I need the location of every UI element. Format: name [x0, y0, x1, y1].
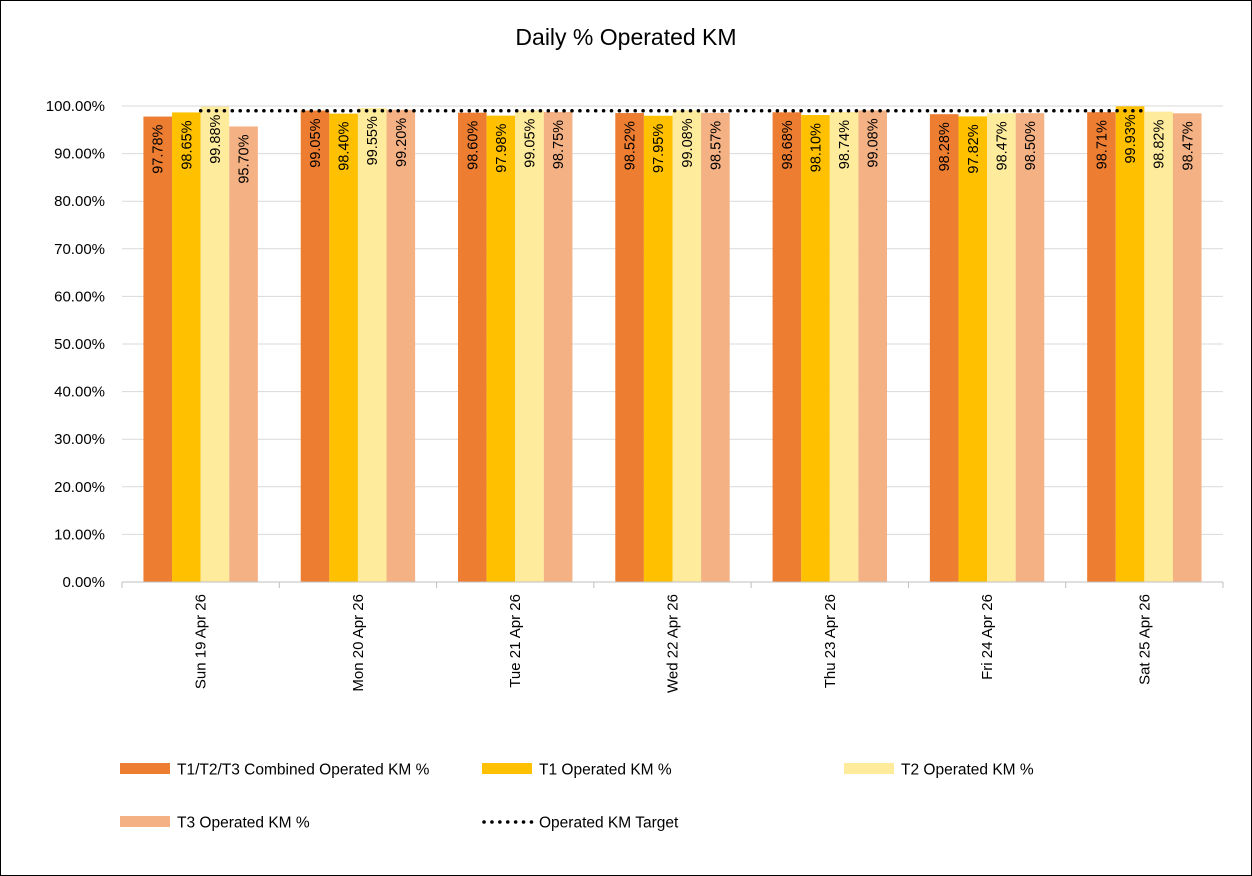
data-label: 98.50% [1023, 121, 1039, 170]
data-label: 97.78% [151, 124, 167, 173]
bar [200, 106, 230, 582]
legend-label: T1 Operated KM % [539, 762, 672, 779]
bar [486, 115, 516, 582]
x-axis: Sun 19 Apr 26 Mon 20 Apr 26 Tue 21 Apr 26 W… [121, 581, 1224, 693]
data-label: 97.95% [651, 124, 667, 173]
data-label: 95.70% [237, 134, 253, 183]
y-tick-label: 70.00% [54, 241, 105, 258]
legend-label: T3 Operated KM % [177, 815, 310, 832]
bar [515, 110, 544, 582]
data-label: 99.08% [680, 118, 696, 167]
bar [143, 116, 173, 582]
legend-item: T3 Operated KM % [120, 815, 310, 832]
bar [987, 113, 1016, 582]
legend-swatch [844, 763, 894, 774]
y-tick-label: 90.00% [54, 146, 105, 163]
y-tick-label: 0.00% [62, 574, 105, 591]
data-label: 97.82% [966, 124, 982, 173]
bar [829, 111, 859, 583]
y-tick-label: 50.00% [54, 336, 105, 353]
legend-item: Operated KM Target [482, 815, 679, 832]
bar [386, 109, 416, 583]
bar [543, 111, 573, 582]
legend-swatch [120, 816, 170, 827]
chart-title: Daily % Operated KM [515, 24, 736, 50]
data-label: 98.10% [808, 123, 824, 172]
legend-swatch [482, 763, 532, 774]
y-tick-label: 80.00% [54, 193, 105, 210]
data-label: 98.47% [1180, 121, 1196, 170]
legend-item: T1 Operated KM % [482, 762, 672, 779]
bar [958, 116, 988, 582]
data-label: 98.74% [837, 120, 853, 169]
bar [357, 108, 387, 582]
bar [1015, 113, 1045, 582]
data-label: 98.52% [623, 121, 639, 170]
y-axis: 0.00% 10.00% 20.00% 30.00% 40.00% 50.00% 60.00… [46, 98, 105, 591]
y-tick-label: 20.00% [54, 479, 105, 496]
legend-label: T1/T2/T3 Combined Operated KM % [177, 762, 430, 779]
bar [172, 112, 201, 583]
bars [143, 106, 1202, 583]
data-label: 98.65% [179, 120, 195, 169]
bar [1087, 112, 1116, 582]
legend: T1/T2/T3 Combined Operated KM % T1 Operat… [120, 762, 1034, 832]
y-tick-label: 60.00% [54, 288, 105, 305]
data-label: 99.55% [365, 116, 381, 165]
bar [701, 112, 730, 583]
data-label: 98.57% [708, 121, 724, 170]
data-label: 99.20% [394, 118, 410, 167]
bar [858, 110, 887, 582]
legend-swatch [120, 763, 170, 774]
x-tick-label: Sat 25 Apr 26 [1136, 594, 1153, 685]
data-label: 98.71% [1094, 120, 1110, 169]
data-label: 99.08% [866, 118, 882, 167]
data-label: 99.05% [308, 118, 324, 167]
data-label: 98.28% [937, 122, 953, 171]
data-label: 99.93% [1123, 114, 1139, 163]
x-tick-label: Thu 23 Apr 26 [822, 594, 839, 688]
bar [643, 115, 673, 583]
data-label: 99.88% [208, 114, 224, 163]
x-tick-label: Fri 24 Apr 26 [979, 594, 996, 680]
data-label: 97.98% [494, 124, 510, 173]
data-label: 98.82% [1152, 120, 1168, 169]
y-tick-label: 100.00% [46, 98, 105, 115]
bar [1144, 111, 1173, 583]
legend-label: Operated KM Target [539, 815, 679, 832]
bar [615, 113, 644, 582]
data-labels: 97.78% 99.05% 98.60% 98.52% 98.68% 98.28% 98.7… [151, 114, 1197, 183]
y-tick-label: 30.00% [54, 431, 105, 448]
y-tick-label: 10.00% [54, 526, 105, 543]
bar [329, 113, 358, 582]
bar [801, 115, 830, 582]
data-label: 98.75% [551, 120, 567, 169]
legend-item: T2 Operated KM % [844, 762, 1034, 779]
x-tick-label: Wed 22 Apr 26 [665, 594, 682, 693]
bar [929, 114, 959, 583]
bar [672, 110, 702, 582]
legend-label: T2 Operated KM % [901, 762, 1034, 779]
data-label: 98.60% [465, 121, 481, 170]
bar [1115, 106, 1145, 583]
y-tick-label: 40.00% [54, 384, 105, 401]
x-tick-label: Sun 19 Apr 26 [193, 594, 210, 689]
data-label: 99.05% [523, 118, 539, 167]
x-tick-label: Mon 20 Apr 26 [350, 594, 367, 692]
data-label: 98.47% [994, 121, 1010, 170]
legend-item: T1/T2/T3 Combined Operated KM % [120, 762, 430, 779]
data-label: 98.68% [780, 120, 796, 169]
bar [458, 112, 487, 582]
bar [1172, 113, 1202, 582]
x-tick-label: Tue 21 Apr 26 [507, 594, 524, 688]
bar [229, 126, 258, 582]
bar [772, 112, 802, 582]
data-label: 98.40% [337, 122, 353, 171]
bar [300, 110, 330, 582]
